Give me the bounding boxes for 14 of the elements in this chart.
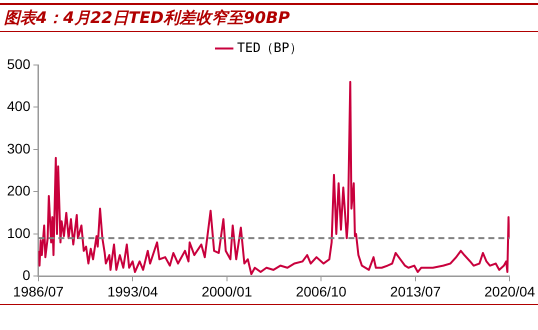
x-tick-label: 2013/07 (390, 283, 441, 300)
y-tick-label: 500 (7, 56, 31, 72)
x-tick-label: 2000/01 (202, 283, 252, 300)
x-tick-label: 1993/04 (107, 283, 158, 300)
y-tick-label: 300 (7, 140, 31, 156)
y-tick-label: 200 (7, 182, 31, 199)
chart-title: 图表4：4月22日TED利差收窄至90BP (0, 3, 538, 32)
legend-label: TED（BP） (237, 40, 302, 56)
x-tick-label: 1986/07 (13, 283, 64, 300)
y-tick-label: 0 (22, 267, 31, 284)
y-tick-label: 100 (7, 224, 31, 241)
x-tick-label: 2020/04 (484, 283, 536, 300)
y-tick-label: 400 (7, 98, 31, 114)
x-tick-label: 2006/10 (296, 283, 347, 300)
